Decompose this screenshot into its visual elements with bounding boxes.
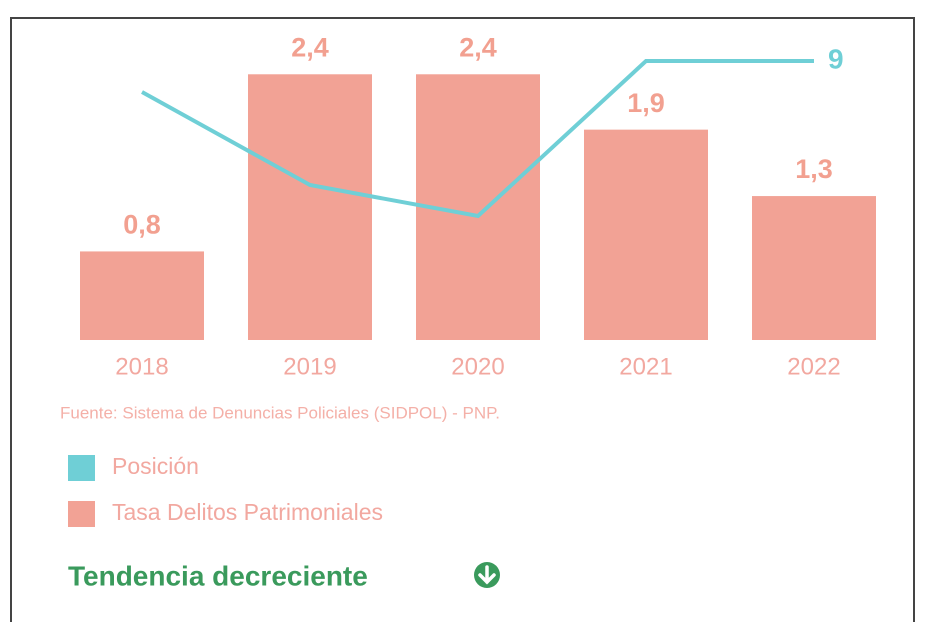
trend-text: Tendencia decreciente (68, 560, 368, 591)
bar-label: 2,4 (291, 32, 329, 62)
x-tick-label: 2022 (787, 353, 840, 380)
legend-label: Tasa Delitos Patrimoniales (112, 499, 383, 525)
source: Fuente: Sistema de Denuncias Policiales … (60, 403, 500, 422)
legend-swatch (68, 455, 95, 481)
bar (248, 74, 372, 341)
line (141, 59, 814, 219)
bar-label: 0,8 (123, 210, 161, 240)
bar (80, 251, 204, 340)
bar-label: 1,9 (627, 88, 665, 118)
bar (752, 196, 876, 340)
legend-swatch (68, 501, 95, 527)
x-tick-label: 2019 (283, 353, 336, 380)
bar (584, 129, 708, 340)
bar-label: 1,3 (795, 154, 833, 184)
legend-label: Posición (112, 453, 199, 479)
bar-label: 2,4 (459, 32, 497, 62)
x-tick-label: 2018 (115, 353, 168, 380)
trend-icon (474, 562, 500, 588)
line-label: 9 (828, 43, 844, 74)
x-tick-label: 2020 (451, 353, 504, 380)
x-tick-label: 2021 (619, 353, 672, 380)
